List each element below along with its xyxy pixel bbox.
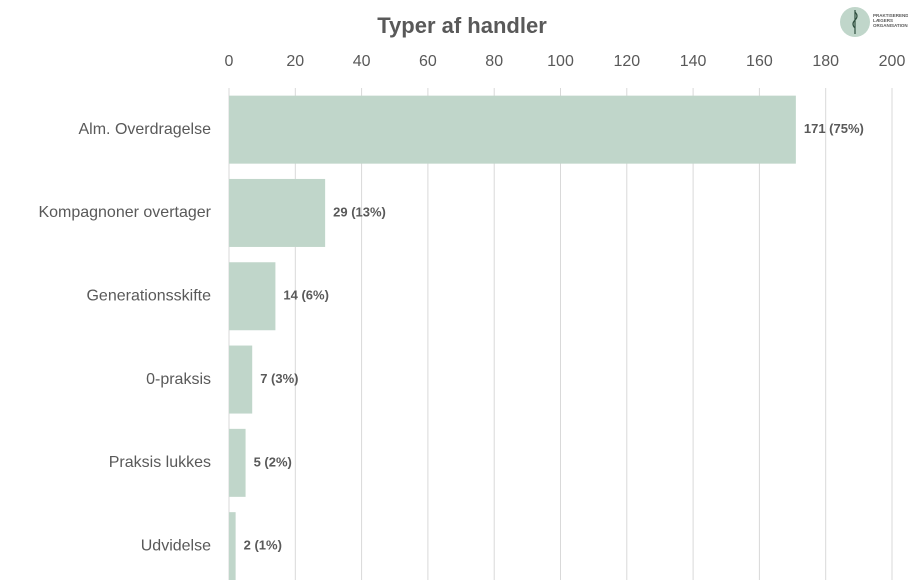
y-tick-label: Alm. Overdragelse [79, 121, 212, 138]
y-tick-label: Generationsskifte [86, 287, 211, 304]
bar [229, 178, 326, 247]
bar [229, 262, 276, 331]
bar [229, 428, 246, 497]
logo-icon [852, 10, 858, 34]
bar [229, 95, 796, 164]
x-tick-label: 180 [812, 53, 839, 70]
y-tick-label: Udvidelse [141, 537, 211, 554]
bar [229, 512, 236, 580]
data-label: 7 (3%) [260, 371, 298, 386]
x-tick-label: 200 [879, 53, 906, 70]
x-tick-label: 20 [286, 53, 304, 70]
data-label: 2 (1%) [244, 538, 282, 553]
bar [229, 345, 253, 414]
x-tick-label: 0 [225, 53, 234, 70]
logo-text: PRAKTISERENDE [873, 13, 908, 18]
data-label: 171 (75%) [804, 121, 864, 136]
y-tick-label: 0-praksis [146, 371, 211, 388]
x-tick-label: 160 [746, 53, 773, 70]
data-label: 29 (13%) [333, 204, 386, 219]
logo-text: LÆGERS [873, 18, 893, 23]
y-tick-label: Kompagnoner overtager [38, 204, 211, 221]
data-label: 14 (6%) [283, 288, 329, 303]
x-tick-label: 60 [419, 53, 437, 70]
x-tick-label: 100 [547, 53, 574, 70]
chart-title: Typer af handler [377, 13, 547, 38]
y-tick-label: Praksis lukkes [109, 454, 211, 471]
x-tick-label: 140 [680, 53, 707, 70]
data-label: 5 (2%) [254, 454, 292, 469]
logo-text: ORGANISATION [873, 23, 908, 28]
x-tick-label: 80 [485, 53, 503, 70]
x-tick-label: 120 [613, 53, 640, 70]
x-tick-label: 40 [353, 53, 371, 70]
